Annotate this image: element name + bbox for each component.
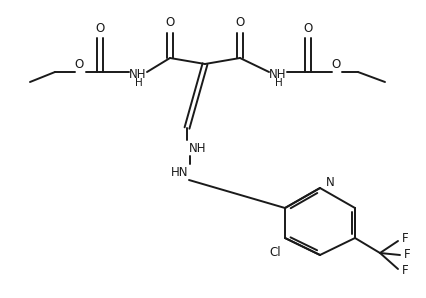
Text: H: H (275, 78, 283, 88)
Text: H: H (135, 78, 143, 88)
Text: Cl: Cl (269, 246, 281, 258)
Text: F: F (402, 232, 408, 246)
Text: F: F (404, 249, 410, 262)
Text: O: O (331, 58, 341, 71)
Text: NH: NH (129, 69, 147, 81)
Text: N: N (325, 176, 334, 190)
Text: NH: NH (269, 69, 287, 81)
Text: O: O (303, 21, 313, 35)
Text: O: O (75, 58, 83, 71)
Text: O: O (95, 21, 105, 35)
Text: HN: HN (171, 165, 189, 179)
Text: O: O (236, 16, 245, 30)
Text: NH: NH (189, 142, 207, 154)
Text: O: O (165, 16, 175, 30)
Text: F: F (402, 265, 408, 277)
